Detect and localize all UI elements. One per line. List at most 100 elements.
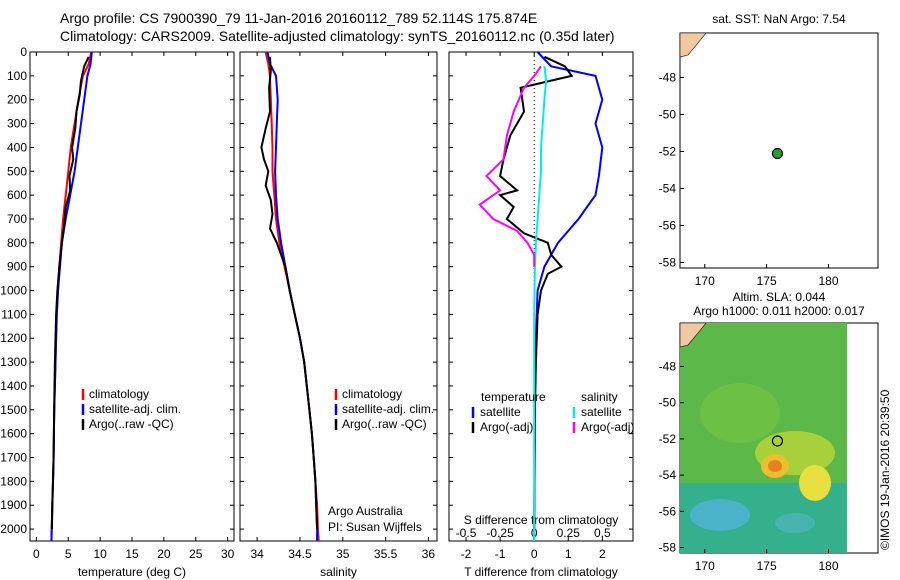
y-tick-label: 1800	[0, 474, 27, 488]
y-tick-label: -58	[659, 541, 677, 555]
x-tick-label: 15	[125, 547, 139, 561]
y-tick-label: -52	[659, 144, 677, 158]
map-title-line: Altim. SLA: 0.044	[733, 290, 826, 304]
x-tick-label: 30	[221, 547, 235, 561]
y-tick-label: -58	[659, 255, 677, 269]
x-tick-label: 20	[157, 547, 171, 561]
s-axis-label: S difference from climatology	[464, 513, 619, 527]
x-axis-label: T difference from climatology	[464, 565, 618, 579]
y-tick-label: -50	[659, 107, 677, 121]
legend-header: salinity	[581, 390, 618, 404]
series-line	[51, 56, 90, 530]
y-tick-label: -54	[659, 181, 677, 195]
x-tick-label: 175	[757, 274, 777, 288]
y-tick-label: -48	[659, 70, 677, 84]
annotation-line: Argo Australia	[328, 504, 403, 518]
x-tick-label: 0	[33, 547, 40, 561]
x-tick-label: 180	[818, 559, 838, 573]
x-tick-label: 35.5	[374, 547, 398, 561]
legend-label: climatology	[89, 387, 149, 401]
legend-label: climatology	[342, 387, 402, 401]
y-tick-label: 300	[7, 117, 27, 131]
x-tick-label: 5	[65, 547, 72, 561]
sla-peak-patch	[768, 460, 782, 472]
x-tick-label: 25	[189, 547, 203, 561]
y-tick-label: 1200	[0, 331, 27, 345]
x-tick-label: 170	[695, 559, 715, 573]
x-tick-label: 175	[757, 559, 777, 573]
series-line	[478, 65, 542, 267]
y-tick-label: 1400	[0, 379, 27, 393]
x-tick-label: 35	[336, 547, 350, 561]
plot-frame-salinity	[239, 51, 438, 542]
series-line	[260, 56, 319, 530]
sla-low-patch	[775, 513, 815, 533]
s-tick-label: 0.25	[557, 526, 581, 540]
argo-float-marker	[771, 435, 784, 447]
y-tick-label: 1700	[0, 451, 27, 465]
sla-mid-patch	[700, 383, 780, 443]
y-tick-label: 1000	[0, 284, 27, 298]
series-line	[533, 66, 548, 541]
y-tick-label: 2000	[0, 522, 27, 536]
legend-label: satellite	[581, 405, 622, 419]
y-tick-label: -48	[659, 359, 677, 373]
y-tick-label: -52	[659, 432, 677, 446]
y-tick-label: 1900	[0, 498, 27, 512]
x-tick-label: 180	[818, 274, 838, 288]
s-tick-label: 0.5	[594, 526, 611, 540]
map-title: sat. SST: NaN Argo: 7.54	[712, 12, 846, 26]
figure-title-line2: Climatology: CARS2009. Satellite-adjuste…	[60, 28, 615, 44]
y-tick-label: 1500	[0, 403, 27, 417]
series-line	[498, 55, 574, 530]
x-tick-label: 170	[695, 274, 715, 288]
annotation-line: PI: Susan Wijffels	[328, 520, 422, 534]
legend-label: satellite-adj. clim.	[342, 402, 434, 416]
y-tick-label: 900	[7, 260, 27, 274]
y-tick-label: -56	[659, 504, 677, 518]
x-tick-label: 1	[565, 547, 572, 561]
y-tick-label: 700	[7, 212, 27, 226]
y-tick-label: 800	[7, 236, 27, 250]
x-tick-label: 0	[531, 547, 538, 561]
legend-label: satellite-adj. clim.	[89, 402, 181, 416]
x-axis-label: temperature (deg C)	[78, 565, 186, 579]
y-tick-label: 100	[7, 69, 27, 83]
legend-label: satellite	[480, 405, 521, 419]
y-tick-label: 200	[7, 93, 27, 107]
sla-field	[680, 323, 848, 553]
y-tick-label: 1600	[0, 427, 27, 441]
sla-high-patch	[799, 465, 831, 501]
y-tick-label: 1300	[0, 355, 27, 369]
y-tick-label: 1100	[1, 307, 27, 321]
sla-low-patch	[690, 499, 750, 531]
y-tick-label: -50	[659, 396, 677, 410]
s-tick-label: -0.25	[486, 526, 514, 540]
x-tick-label: 2	[599, 547, 606, 561]
x-tick-label: 10	[93, 547, 107, 561]
argo-float-marker	[771, 147, 784, 160]
y-tick-label: -54	[659, 468, 677, 482]
legend-label: Argo(-adj)	[480, 420, 533, 434]
x-tick-label: -2	[461, 547, 472, 561]
s-tick-label: -0.5	[456, 526, 477, 540]
y-tick-label: 0	[20, 45, 27, 59]
figure-title-line1: Argo profile: CS 7900390_79 11-Jan-2016 …	[60, 10, 538, 26]
y-tick-label: 600	[7, 188, 27, 202]
legend-label: Argo(..raw -QC)	[342, 417, 427, 431]
x-tick-label: 34.5	[288, 547, 312, 561]
land-patch	[679, 32, 707, 58]
legend-header: temperature	[481, 390, 546, 404]
y-tick-label: 500	[7, 164, 27, 178]
x-tick-label: 36	[422, 547, 436, 561]
x-axis-label: salinity	[320, 565, 357, 579]
map-title-line: Argo h1000: 0.011 h2000: 0.017	[693, 304, 865, 318]
land-patch	[679, 322, 707, 348]
legend-label: Argo(..raw -QC)	[89, 417, 174, 431]
x-tick-label: 34	[250, 547, 264, 561]
copyright-text: ©IMOS 19-Jan-2016 20:39:50	[878, 389, 892, 550]
y-tick-label: -56	[659, 218, 677, 232]
x-tick-label: -1	[495, 547, 506, 561]
y-tick-label: 400	[7, 140, 27, 154]
